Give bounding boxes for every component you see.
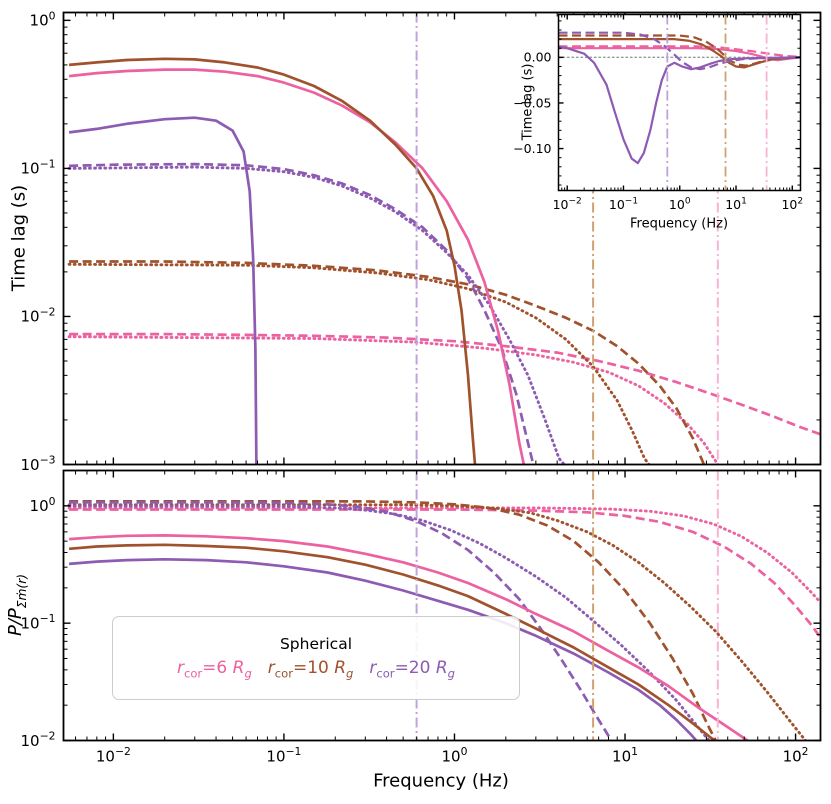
svg-text:100: 100: [30, 495, 56, 515]
bottom-ylabel-main: P/P: [5, 608, 27, 637]
legend-unit: R: [435, 658, 448, 679]
svg-text:10−3: 10−3: [20, 453, 55, 473]
svg-text:100: 100: [441, 745, 467, 765]
legend-unit-sub: g: [244, 666, 252, 681]
bottom-ylabel: P/PΣṁ(r): [5, 574, 29, 636]
legend-eq: =20: [394, 658, 436, 679]
x-axis-label: Frequency (Hz): [373, 771, 509, 792]
inset-xlabel-text: Frequency (Hz): [629, 216, 729, 232]
legend-title: Spherical: [279, 635, 353, 654]
x-axis-label-text: Frequency (Hz): [373, 770, 509, 792]
legend-var: r: [176, 658, 184, 679]
svg-text:102: 102: [783, 745, 809, 765]
svg-text:102: 102: [781, 197, 803, 212]
legend-unit: R: [334, 658, 347, 679]
legend-entry-rcor20: rcor=20 Rg: [369, 658, 455, 680]
legend-var-sub: cor: [274, 666, 293, 681]
svg-text:101: 101: [725, 197, 747, 212]
legend-unit-sub: g: [447, 666, 455, 681]
legend-unit-sub: g: [346, 666, 354, 681]
legend-eq: =10: [292, 658, 335, 679]
svg-text:10−1: 10−1: [609, 197, 638, 212]
legend-var-sub: cor: [183, 666, 203, 681]
svg-text:10−2: 10−2: [553, 197, 582, 212]
legend-var-sub: cor: [376, 666, 395, 681]
legend-entries: rcor=6 Rg rcor=10 Rg rcor=20 Rg: [177, 658, 455, 680]
svg-text:−0.05: −0.05: [513, 95, 551, 110]
svg-text:10−2: 10−2: [20, 305, 55, 325]
svg-text:100: 100: [669, 197, 691, 212]
top-ylabel: Time lag (s): [9, 185, 30, 291]
bottom-ylabel-sub: Σṁ(r): [14, 573, 29, 609]
svg-text:10−2: 10−2: [20, 729, 55, 749]
svg-text:100: 100: [30, 9, 56, 29]
inset-ylabel-text: Time lag (s): [520, 63, 536, 141]
legend-entry-rcor6: rcor=6 Rg: [177, 658, 252, 680]
inset-xlabel: Frequency (Hz): [630, 217, 728, 232]
svg-text:10−2: 10−2: [96, 745, 131, 765]
svg-text:−0.10: −0.10: [513, 141, 551, 156]
legend-unit: R: [232, 658, 245, 679]
top-ylabel-text: Time lag (s): [8, 184, 30, 292]
legend-var: r: [267, 658, 275, 679]
svg-text:0.00: 0.00: [524, 50, 552, 65]
legend-entry-rcor10: rcor=10 Rg: [268, 658, 354, 680]
svg-text:101: 101: [612, 745, 638, 765]
svg-text:10−1: 10−1: [266, 745, 301, 765]
legend-var: r: [369, 658, 377, 679]
legend-box: Spherical rcor=6 Rg rcor=10 Rg rcor=20 R…: [112, 616, 520, 700]
svg-text:10−1: 10−1: [20, 157, 55, 177]
legend-eq: =6: [202, 658, 233, 679]
inset-ylabel: Time lag (s): [521, 64, 536, 141]
svg-text:10−1: 10−1: [20, 612, 55, 632]
